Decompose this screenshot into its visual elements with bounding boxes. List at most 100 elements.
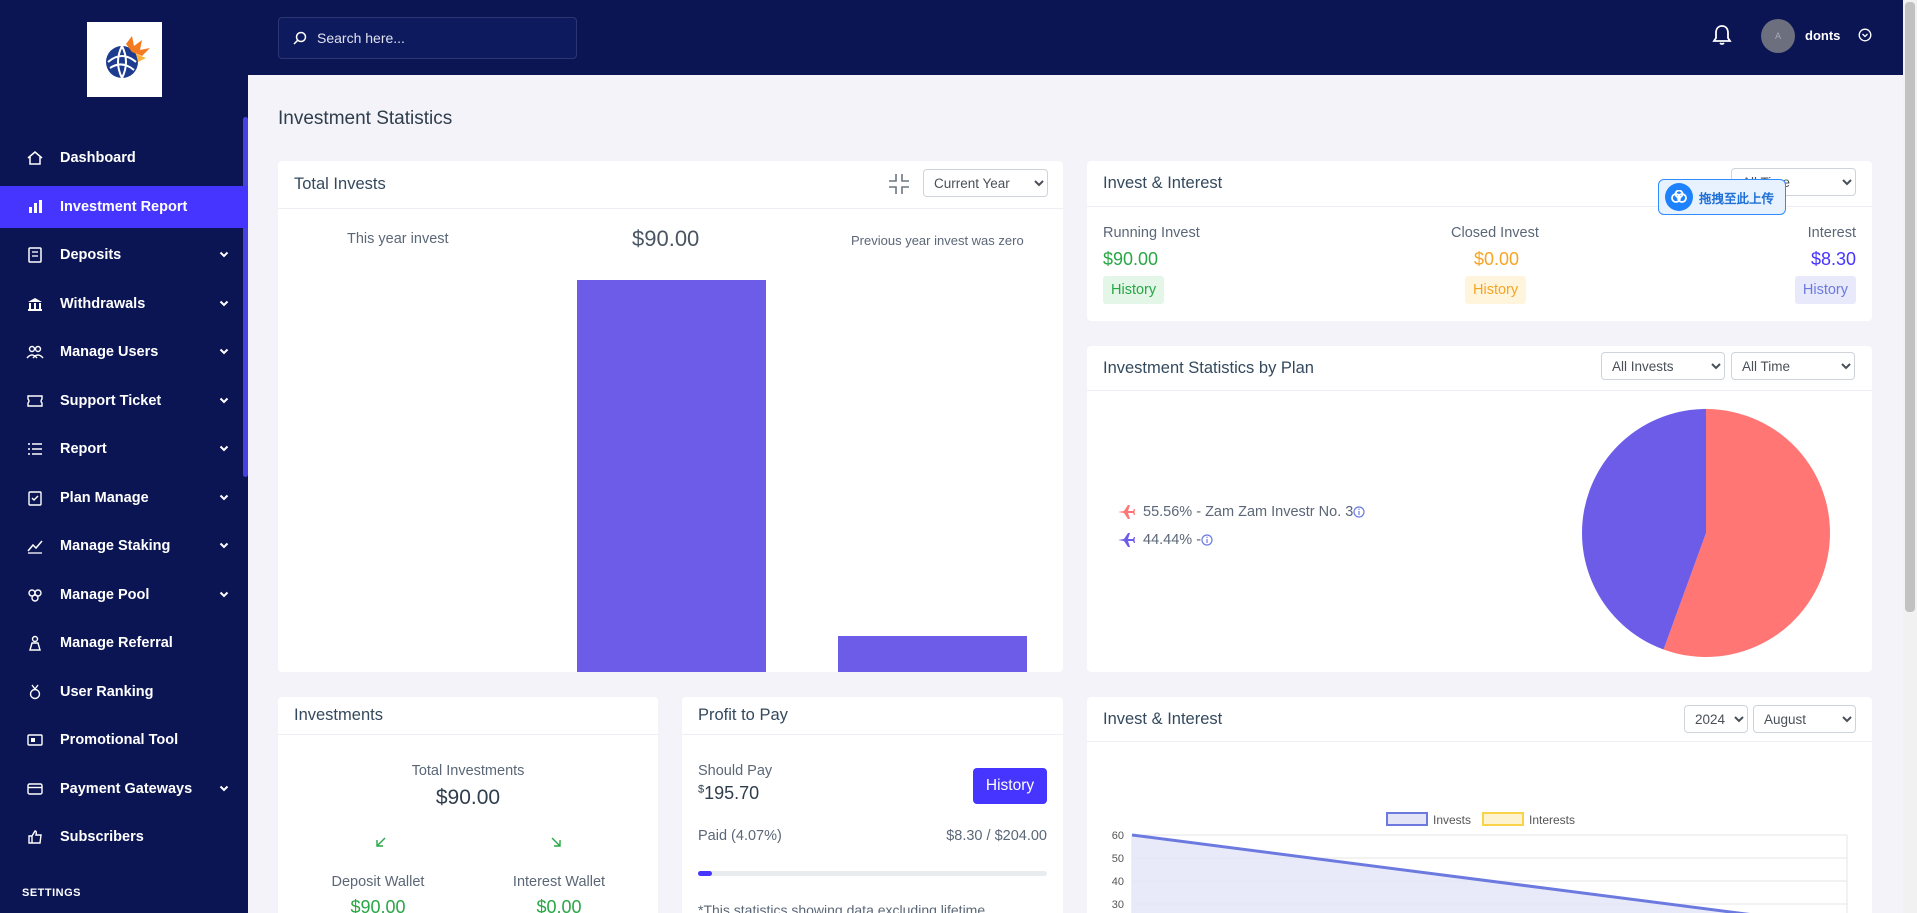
legend-label[interactable]: Invests: [1433, 813, 1471, 827]
total-invests-period-select[interactable]: Current Year: [923, 169, 1048, 197]
profit-header: Profit to Pay: [682, 697, 1063, 735]
sidebar-item-label: Support Ticket: [60, 393, 162, 409]
by-plan-card: Investment Statistics by Plan All Invest…: [1087, 346, 1872, 672]
chevron-down-icon: [219, 251, 229, 258]
notification-bell-icon[interactable]: [1712, 24, 1732, 51]
sidebar-item-label: Withdrawals: [60, 296, 146, 312]
by-plan-header: Investment Statistics by Plan All Invest…: [1087, 346, 1872, 391]
by-plan-legend: 55.56% - Zam Zam Investr No. 3 44.44% -: [1117, 504, 1365, 548]
username[interactable]: donts: [1805, 28, 1841, 43]
sidebar-item-manage-referral[interactable]: Manage Referral: [0, 622, 248, 664]
users-icon: [26, 343, 44, 361]
paid-label: Paid (4.07%): [698, 828, 782, 844]
by-plan-period-select[interactable]: All Time: [1731, 352, 1855, 380]
sidebar-item-label: Deposits: [60, 247, 122, 263]
coins-icon: [26, 586, 44, 604]
profit-card: Profit to Pay Should Pay $195.70 History…: [682, 697, 1063, 913]
profit-history-button[interactable]: History: [973, 768, 1047, 804]
sidebar-item-label: Subscribers: [60, 829, 144, 845]
legend-text: 44.44% -: [1143, 532, 1202, 548]
sidebar-item-report[interactable]: Report: [0, 428, 248, 470]
home-icon: [26, 149, 44, 167]
page-scrollbar[interactable]: [1903, 0, 1917, 913]
sidebar-item-label: Report: [60, 441, 107, 457]
page-title: Investment Statistics: [278, 108, 453, 129]
investments-card: Investments Total Investments $90.00 Dep…: [278, 697, 658, 913]
chevron-down-icon: [219, 397, 229, 404]
avatar[interactable]: A: [1761, 19, 1795, 53]
running-history-badge[interactable]: History: [1103, 276, 1165, 304]
sidebar-item-promotional-tool[interactable]: Promotional Tool: [0, 719, 248, 761]
bar-chart-icon: [26, 198, 44, 216]
card-icon: [26, 780, 44, 798]
sidebar-item-label: Investment Report: [60, 199, 188, 215]
sidebar-item-label: Manage Pool: [60, 587, 150, 603]
sidebar-item-payment-gateways[interactable]: Payment Gateways: [0, 768, 248, 810]
sidebar-item-withdrawals[interactable]: Withdrawals: [0, 283, 248, 325]
sidebar-item-manage-users[interactable]: Manage Users: [0, 331, 248, 373]
search-box: [278, 17, 577, 59]
y-tick-label: 40: [1112, 876, 1124, 888]
collapse-icon[interactable]: [887, 172, 911, 196]
globe-logo-icon: [106, 35, 150, 78]
avatar-text: A: [1774, 31, 1781, 41]
by-plan-pie-chart: [1582, 409, 1830, 657]
info-icon[interactable]: [1353, 506, 1365, 518]
info-icon[interactable]: [1201, 534, 1213, 546]
invests-line: [1131, 833, 1750, 913]
sidebar-item-support-ticket[interactable]: Support Ticket: [0, 380, 248, 422]
upload-drop-button[interactable]: 拖拽至此上传: [1658, 179, 1786, 215]
should-pay-amount: $195.70: [698, 783, 759, 804]
year-select[interactable]: 2024: [1684, 705, 1748, 733]
deposit-icon: [26, 246, 44, 264]
interest-wallet-label: Interest Wallet: [512, 874, 606, 890]
total-invests-title: Total Invests: [294, 175, 386, 193]
sidebar-item-label: Manage Staking: [60, 538, 171, 554]
paid-value: $8.30 / $204.00: [946, 828, 1047, 844]
search-input[interactable]: [317, 30, 557, 46]
interest-chart-card: Invest & Interest 2024 August Invests Int…: [1087, 697, 1872, 913]
sidebar-item-dashboard[interactable]: Dashboard: [0, 137, 248, 179]
logo-area: [0, 0, 248, 117]
chevron-down-icon: [219, 494, 229, 501]
topbar: A donts: [248, 0, 1903, 75]
sidebar-item-manage-pool[interactable]: Manage Pool: [0, 574, 248, 616]
invest-interest-title: Invest & Interest: [1103, 174, 1223, 192]
invest-bar: [577, 280, 766, 672]
interest-value: $8.30: [1810, 249, 1856, 269]
chevron-down-icon: [219, 591, 229, 598]
closed-history-badge[interactable]: History: [1465, 276, 1527, 304]
logo[interactable]: [86, 22, 162, 97]
legend-swatch[interactable]: [1482, 812, 1524, 826]
trend-icon: [26, 537, 44, 555]
sidebar-item-deposits[interactable]: Deposits: [0, 234, 248, 276]
list-icon: [26, 440, 44, 458]
sidebar-item-investment-report[interactable]: Investment Report: [0, 186, 248, 228]
sidebar-item-manage-staking[interactable]: Manage Staking: [0, 525, 248, 567]
sidebar-item-subscribers[interactable]: Subscribers: [0, 816, 248, 858]
sidebar-scrollbar[interactable]: [243, 117, 248, 477]
interest-line-chart: InvestsInterests605040302010: [1112, 812, 1848, 913]
search-icon: [293, 31, 307, 45]
pie-slice: [1582, 409, 1706, 650]
chevron-down-circle-icon[interactable]: [1858, 28, 1872, 47]
interest-history-badge[interactable]: History: [1794, 276, 1856, 304]
total-invests-amount: $90.00: [632, 226, 700, 251]
legend-swatch[interactable]: [1386, 812, 1428, 826]
sidebar-item-plan-manage[interactable]: Plan Manage: [0, 477, 248, 519]
invest-interest-card: Invest & Interest All Time Running Inves…: [1087, 161, 1872, 321]
by-plan-filter-select[interactable]: All Invests: [1601, 352, 1725, 380]
month-select[interactable]: August: [1753, 705, 1856, 733]
invests-area: [1132, 835, 1739, 913]
legend-item: 44.44% -: [1117, 532, 1365, 548]
page-scrollbar-thumb[interactable]: [1905, 2, 1915, 612]
cloud-upload-icon: [1665, 183, 1693, 211]
profit-title: Profit to Pay: [698, 706, 788, 724]
running-invest-label: Running Invest: [1103, 225, 1200, 241]
plane-icon: [1118, 505, 1135, 519]
y-tick-label: 30: [1112, 899, 1124, 911]
sidebar-item-user-ranking[interactable]: User Ranking: [0, 671, 248, 713]
this-year-label: This year invest: [347, 231, 449, 247]
legend-label[interactable]: Interests: [1529, 813, 1575, 827]
y-tick-label: 60: [1112, 830, 1124, 842]
